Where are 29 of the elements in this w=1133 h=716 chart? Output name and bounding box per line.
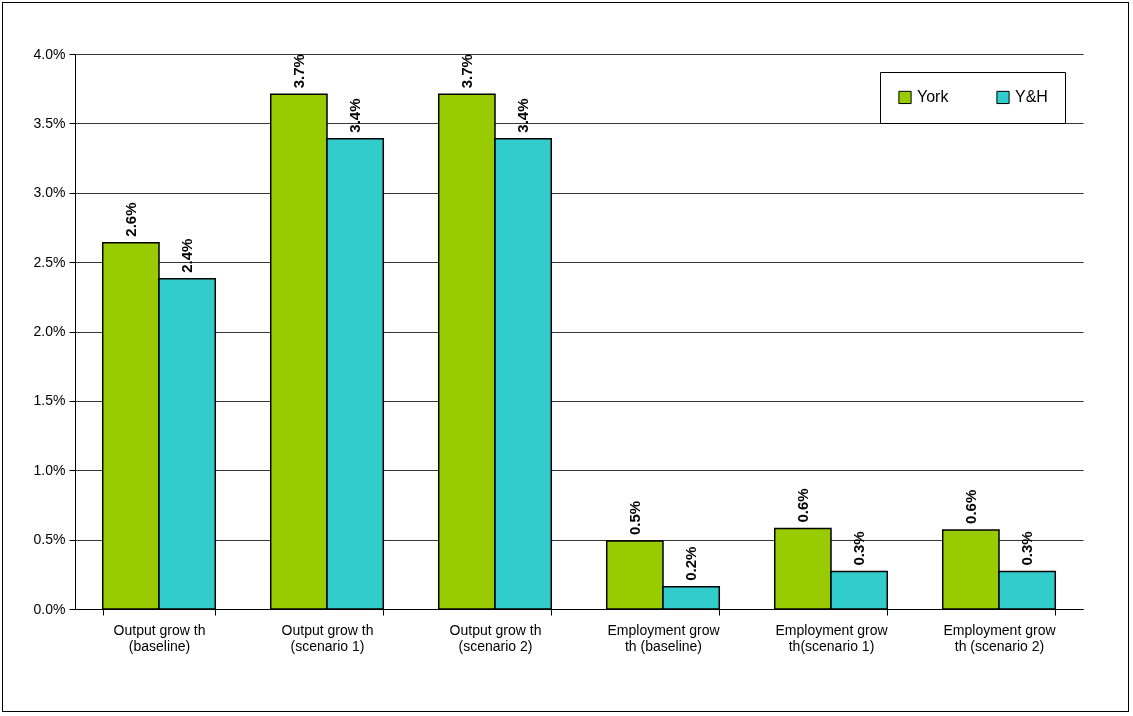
y-tick-label: 0.0% bbox=[33, 600, 66, 617]
data-label: 3.7% bbox=[457, 54, 475, 89]
x-tick-label: Employment grow th (scenario 2) bbox=[943, 621, 1057, 654]
x-tick-label: Employment grow th (baseline) bbox=[607, 621, 721, 654]
legend-label: York bbox=[917, 88, 950, 106]
x-tick-label: Employment grow th(scenario 1) bbox=[775, 621, 889, 654]
y-tick-label: 1.5% bbox=[33, 392, 66, 409]
data-label: 3.4% bbox=[514, 98, 532, 133]
data-label: 0.3% bbox=[1018, 531, 1036, 566]
y-tick-label: 0.5% bbox=[33, 531, 66, 548]
y-tick-label: 3.5% bbox=[33, 114, 66, 131]
data-label: 0.5% bbox=[625, 500, 643, 536]
legend-label: Y&H bbox=[1015, 88, 1048, 106]
x-tick-label: Output grow th (scenario 1) bbox=[281, 621, 374, 654]
data-label: 0.2% bbox=[682, 546, 700, 581]
data-label: 0.6% bbox=[961, 489, 979, 524]
data-label: 2.4% bbox=[178, 238, 196, 273]
data-label: 0.6% bbox=[793, 488, 811, 523]
data-label: 3.4% bbox=[346, 98, 364, 133]
y-tick-label: 2.0% bbox=[33, 323, 66, 339]
x-tick-label: Output grow th (scenario 2) bbox=[449, 621, 542, 654]
y-tick-label: 2.5% bbox=[33, 253, 66, 270]
x-tick-label: Output grow th (baseline) bbox=[113, 621, 206, 654]
data-label: 0.3% bbox=[850, 531, 868, 566]
y-tick-label: 3.0% bbox=[33, 184, 66, 201]
data-label: 3.7% bbox=[289, 54, 307, 89]
y-tick-label: 4.0% bbox=[33, 45, 66, 62]
y-tick-label: 1.0% bbox=[33, 461, 66, 478]
data-label: 2.6% bbox=[121, 202, 139, 237]
